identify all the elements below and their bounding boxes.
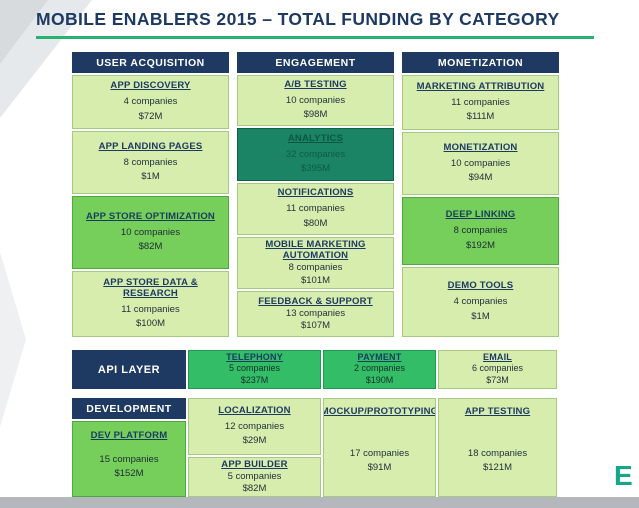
block-link-app-landing-pages[interactable]: APP LANDING PAGES: [98, 140, 203, 152]
companies-count: 15 companies: [99, 454, 159, 465]
funding-amount: $82M: [138, 241, 163, 252]
block-link-payment[interactable]: PAYMENT: [357, 352, 402, 363]
funding-amount: $111M: [466, 111, 495, 122]
funding-amount: $152M: [114, 468, 144, 480]
funding-amount: $29M: [242, 435, 267, 446]
block-link-ab-testing[interactable]: A/B TESTING: [284, 78, 347, 90]
funding-amount: $190M: [365, 375, 394, 385]
block-deep-linking: DEEP LINKING 8 companies $192M: [402, 197, 559, 265]
funding-amount: $98M: [303, 109, 328, 120]
funding-amount: $237M: [240, 375, 269, 385]
block-link-deep-linking[interactable]: DEEP LINKING: [445, 209, 516, 221]
block-app-testing: APP TESTING 18 companies $121M: [438, 398, 557, 497]
block-app-store-optimization: APP STORE OPTIMIZATION 10 companies $82M: [72, 196, 229, 269]
block-demo-tools: DEMO TOOLS 4 companies $1M: [402, 267, 559, 337]
companies-count: 12 companies: [224, 420, 285, 432]
funding-amount: $73M: [486, 375, 509, 385]
companies-count: 2 companies: [353, 363, 406, 374]
companies-count: 17 companies: [349, 448, 410, 459]
block-localization: LOCALIZATION 12 companies $29M: [188, 398, 321, 455]
block-telephony: TELEPHONY 5 companies $237M: [188, 350, 321, 389]
block-link-app-builder[interactable]: APP BUILDER: [221, 458, 288, 470]
block-link-app-testing[interactable]: APP TESTING: [464, 406, 531, 417]
category-header-user-acquisition: USER ACQUISITION: [72, 52, 229, 73]
funding-amount: $101M: [300, 274, 331, 286]
block-dev-platform: DEV PLATFORM 15 companies $152M: [72, 421, 186, 497]
title-underline: [36, 36, 594, 39]
funding-amount: $82M: [242, 483, 267, 494]
companies-count: 18 companies: [467, 448, 528, 459]
funding-amount: $395M: [300, 163, 331, 174]
block-email: EMAIL 6 companies $73M: [438, 350, 557, 389]
companies-count: 32 companies: [285, 148, 346, 160]
block-link-app-store-data-research[interactable]: APP STORE DATA & RESEARCH: [103, 276, 198, 299]
funding-amount: $121M: [482, 462, 513, 474]
vendor-logo: E: [614, 460, 633, 491]
funding-amount: $100M: [135, 318, 166, 329]
companies-count: 11 companies: [451, 96, 510, 108]
block-mobile-marketing-automation: MOBILE MARKETING AUTOMATION 8 companies …: [237, 237, 394, 289]
block-link-dev-platform[interactable]: DEV PLATFORM: [90, 430, 168, 441]
block-app-landing-pages: APP LANDING PAGES 8 companies $1M: [72, 131, 229, 194]
block-link-feedback-support[interactable]: FEEDBACK & SUPPORT: [258, 295, 373, 307]
companies-count: 10 companies: [120, 226, 181, 238]
funding-amount: $192M: [465, 239, 496, 251]
bottom-bar: [0, 497, 639, 508]
category-header-development: DEVELOPMENT: [72, 398, 186, 419]
block-app-discovery: APP DISCOVERY 4 companies $72M: [72, 75, 229, 129]
block-link-mockup-prototyping[interactable]: MOCKUP/PROTOTYPING: [323, 406, 436, 417]
funding-amount: $1M: [471, 310, 490, 322]
page-title: MOBILE ENABLERS 2015 – TOTAL FUNDING BY …: [36, 9, 560, 29]
companies-count: 10 companies: [285, 94, 346, 106]
block-ab-testing: A/B TESTING 10 companies $98M: [237, 75, 394, 126]
block-marketing-attribution: MARKETING ATTRIBUTION 11 companies $111M: [402, 75, 559, 130]
funding-amount: $1M: [141, 171, 160, 182]
block-link-telephony[interactable]: TELEPHONY: [226, 352, 283, 363]
block-link-app-store-optimization[interactable]: APP STORE OPTIMIZATION: [86, 210, 215, 222]
block-feedback-support: FEEDBACK & SUPPORT 13 companies $107M: [237, 291, 394, 337]
block-link-notifications[interactable]: NOTIFICATIONS: [277, 187, 354, 199]
block-link-marketing-attribution[interactable]: MARKETING ATTRIBUTION: [416, 80, 545, 92]
block-app-builder: APP BUILDER 5 companies $82M: [188, 457, 321, 497]
block-app-store-data-research: APP STORE DATA & RESEARCH 11 companies $…: [72, 271, 229, 337]
category-header-engagement: ENGAGEMENT: [237, 52, 394, 73]
block-analytics: ANALYTICS 32 companies $395M: [237, 128, 394, 181]
block-link-analytics[interactable]: ANALYTICS: [287, 132, 344, 144]
block-payment: PAYMENT 2 companies $190M: [323, 350, 436, 389]
companies-count: 11 companies: [286, 203, 345, 215]
companies-count: 4 companies: [453, 296, 508, 308]
block-monetization: MONETIZATION 10 companies $94M: [402, 132, 559, 195]
companies-count: 5 companies: [227, 470, 282, 482]
funding-amount: $94M: [468, 172, 493, 183]
block-link-mobile-marketing-automation[interactable]: MOBILE MARKETING AUTOMATION: [265, 239, 366, 262]
block-link-app-discovery[interactable]: APP DISCOVERY: [110, 80, 191, 92]
companies-count: 8 companies: [123, 156, 178, 168]
companies-count: 6 companies: [471, 363, 524, 374]
category-header-api-layer: API LAYER: [72, 350, 186, 389]
companies-count: 8 companies: [288, 262, 343, 274]
block-link-email[interactable]: EMAIL: [483, 352, 512, 363]
companies-count: 4 companies: [123, 96, 178, 108]
companies-count: 13 companies: [285, 307, 346, 319]
funding-amount: $91M: [367, 462, 392, 474]
companies-count: 8 companies: [453, 225, 508, 237]
block-mockup-prototyping: MOCKUP/PROTOTYPING 17 companies $91M: [323, 398, 436, 497]
funding-amount: $80M: [303, 217, 328, 229]
funding-amount: $107M: [300, 320, 331, 331]
block-notifications: NOTIFICATIONS 11 companies $80M: [237, 183, 394, 235]
funding-amount: $72M: [138, 110, 163, 122]
block-link-localization[interactable]: LOCALIZATION: [218, 404, 291, 416]
background-triangle: [0, 252, 26, 427]
category-header-monetization: MONETIZATION: [402, 52, 559, 73]
companies-count: 10 companies: [450, 157, 511, 169]
companies-count: 11 companies: [121, 303, 180, 315]
companies-count: 5 companies: [228, 363, 281, 374]
block-link-monetization[interactable]: MONETIZATION: [443, 141, 518, 153]
block-link-demo-tools[interactable]: DEMO TOOLS: [447, 280, 514, 292]
